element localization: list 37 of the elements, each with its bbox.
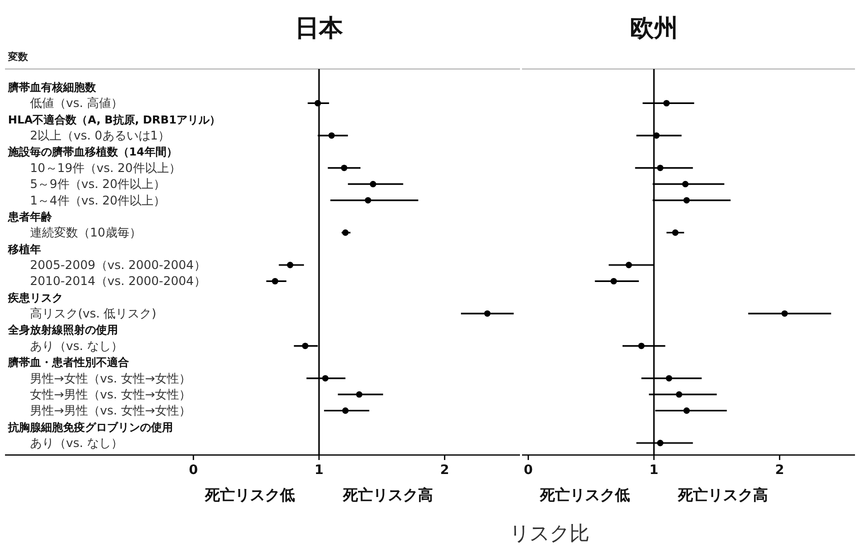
x-tick-label: 1	[314, 463, 324, 478]
x-tick-label: 2	[775, 463, 784, 478]
y-tick-label: 男性→男性（vs. 女性→女性）	[30, 404, 192, 418]
y-tick-label: 臍帯血有核細胞数	[7, 81, 97, 94]
y-tick-label: 全身放射線照射の使用	[7, 324, 118, 337]
chart-title: 欧州	[630, 14, 678, 42]
y-tick-label: あり（vs. なし）	[30, 436, 123, 450]
x-tick-label: 2	[440, 463, 450, 478]
y-tick-label: 2005-2009（vs. 2000-2004）	[30, 258, 206, 272]
y-tick-label: 10～19件（vs. 20件以上）	[30, 160, 181, 175]
x-tick-label: 0	[524, 463, 533, 478]
y-tick-label: 2010-2014（vs. 2000-2004）	[30, 274, 206, 288]
text: 死亡リスク低	[538, 486, 630, 504]
text: 変数	[7, 51, 29, 63]
chart-title: 日本	[295, 14, 344, 42]
y-tick-label: 女性→男性（vs. 女性→女性）	[30, 387, 192, 402]
y-tick-label: 2以上（vs. 0あるいは1）	[30, 128, 170, 143]
y-tick-label: 移植年	[7, 242, 41, 256]
y-tick-label: 男性→女性（vs. 女性→女性）	[30, 371, 192, 386]
y-tick-label: あり（vs. なし）	[30, 338, 123, 353]
y-tick-label: 高リスク(vs. 低リスク)	[30, 306, 156, 321]
text: 死亡リスク高	[342, 486, 434, 504]
y-tick-label: HLA不適合数（A, B抗原, DRB1アリル）	[8, 113, 220, 126]
y-tick-label: 抗胸腺細胞免疫グロブリンの使用	[7, 420, 173, 434]
y-tick-label: 患者年齢	[7, 210, 53, 224]
x-tick-label: 0	[188, 463, 198, 478]
y-tick-label: 低値（vs. 高値）	[30, 96, 123, 110]
x-tick-label: 1	[649, 463, 658, 478]
y-tick-label: 1～4件（vs. 20件以上）	[30, 193, 166, 208]
text: 死亡リスク高	[677, 486, 768, 504]
y-tick-label: 連続変数（10歳毎）	[30, 226, 142, 240]
y-tick-label: 5～9件（vs. 20件以上）	[30, 177, 166, 192]
y-tick-label: 施設毎の臍帯血移植数（14年間）	[7, 146, 178, 159]
text: 死亡リスク低	[204, 486, 295, 504]
x-axis-title: リスク比	[509, 521, 590, 545]
y-tick-label: 臍帯血・患者性別不適合	[7, 356, 130, 370]
y-tick-label: 疾患リスク	[7, 291, 63, 304]
